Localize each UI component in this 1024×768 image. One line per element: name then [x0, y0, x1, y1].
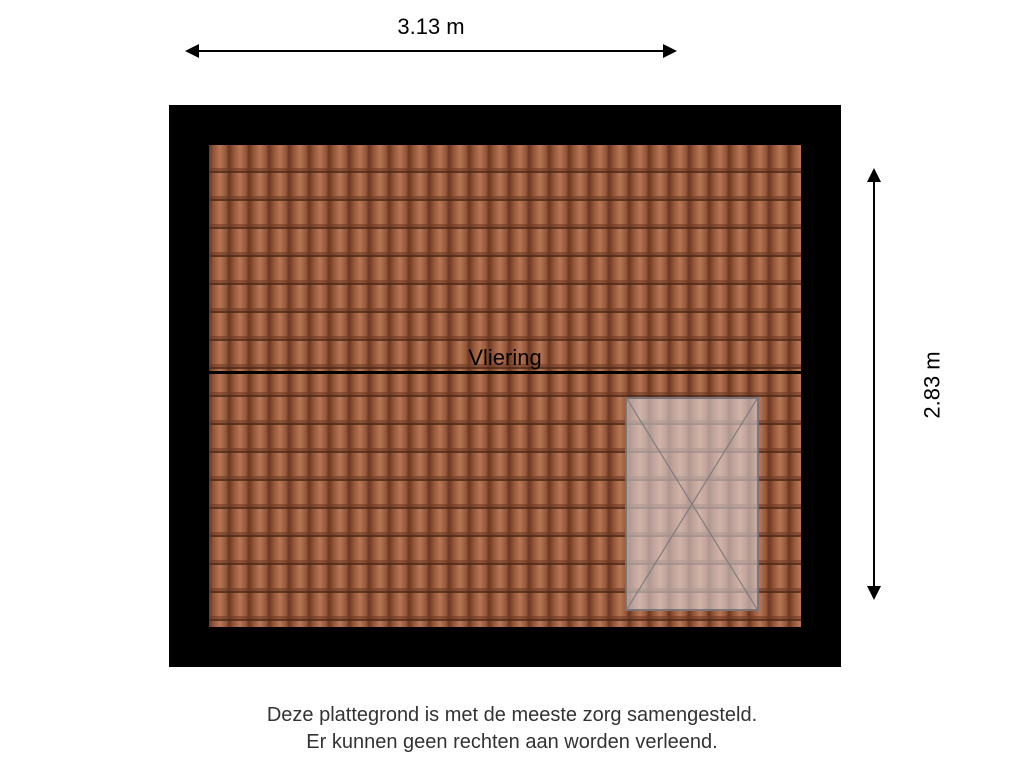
dimension-top: 3.13 m — [185, 14, 677, 60]
dimension-top-arrow — [185, 42, 677, 60]
roof-ridge — [209, 371, 801, 374]
disclaimer: Deze plattegrond is met de meeste zorg s… — [0, 702, 1024, 756]
dimension-right-label: 2.83 m — [920, 351, 946, 418]
room-label: Vliering — [209, 345, 801, 371]
disclaimer-line1: Deze plattegrond is met de meeste zorg s… — [267, 704, 757, 726]
floorplan-outer-wall: Vliering — [169, 105, 841, 667]
roof-area: Vliering — [209, 145, 801, 627]
dimension-right-arrow — [865, 168, 883, 600]
skylight — [627, 399, 757, 609]
skylight-cross — [627, 399, 757, 609]
dimension-right: 2.83 m — [865, 168, 925, 600]
disclaimer-line2: Er kunnen geen rechten aan worden verlee… — [306, 731, 717, 753]
dimension-top-label: 3.13 m — [185, 14, 677, 40]
